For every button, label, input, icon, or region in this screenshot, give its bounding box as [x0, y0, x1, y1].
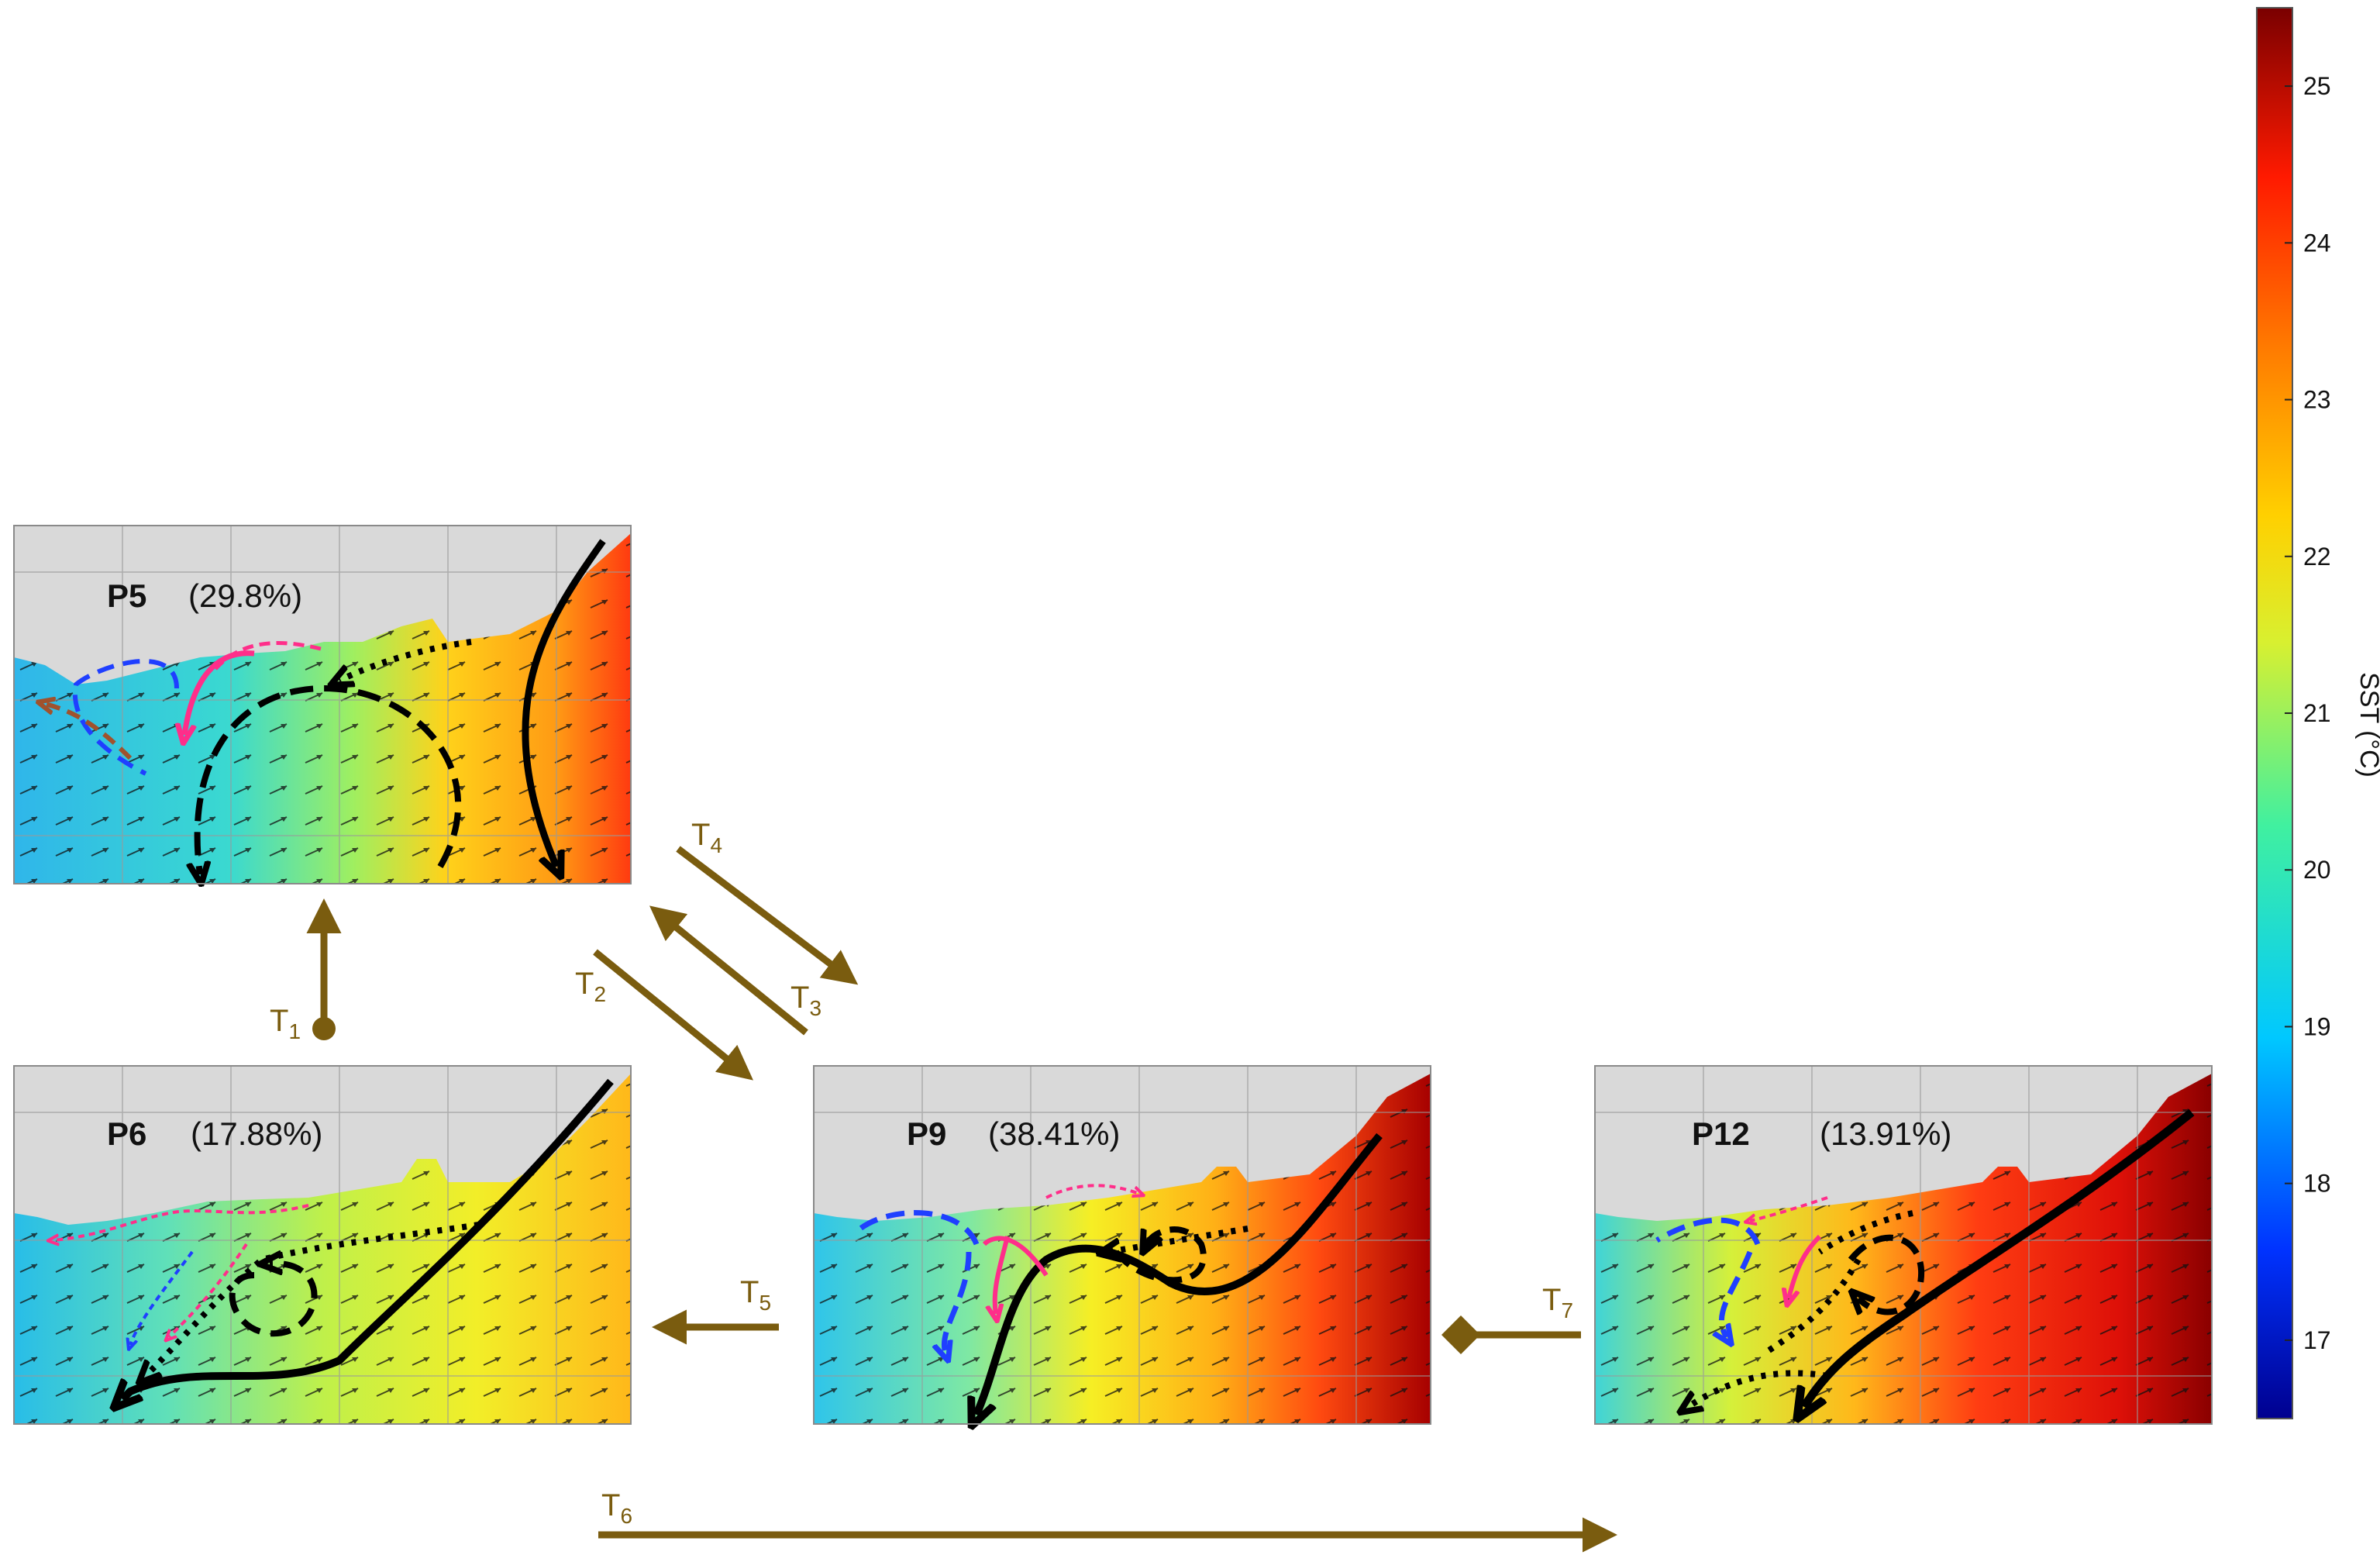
colorbar-ticks: 17 18 19 20 21 22 23 24 25: [2285, 72, 2331, 1354]
panel-frame: [813, 1065, 1431, 1425]
current-pink-dotted-2: [169, 1243, 248, 1337]
colorbar-label: SST (°C): [2354, 672, 2380, 778]
current-pink: [184, 650, 255, 735]
label-t7: T7: [1542, 1283, 1573, 1322]
transition-t4: T4: [676, 818, 859, 985]
land-mask: [14, 526, 631, 684]
current-dotted-black: [1688, 1210, 1913, 1407]
transition-t5: T5: [652, 1275, 779, 1345]
panel-frame: [13, 525, 632, 884]
panel-p9: P9 (38.41%): [813, 1065, 1431, 1425]
panel-label: P6: [107, 1115, 146, 1152]
transition-t6: T6: [598, 1488, 1617, 1553]
land-mask: [14, 1066, 631, 1225]
label-t6: T6: [601, 1488, 632, 1528]
current-blue-dotted: [130, 1250, 194, 1345]
current-pink-dashed: [214, 641, 325, 671]
current-dashed-black-eddy: [1113, 1226, 1207, 1284]
current-pink-dotted: [53, 1204, 309, 1240]
current-dashed-black-eddy: [198, 684, 462, 874]
current-pink: [1789, 1234, 1822, 1298]
colorbar-tick-label: 23: [2303, 386, 2331, 414]
panel-label: P12: [1692, 1115, 1750, 1152]
colorbar-tick-label: 20: [2303, 856, 2331, 884]
current-dashed-blue: [1655, 1217, 1761, 1337]
transition-t3: T3: [649, 905, 821, 1036]
current-solid-black: [522, 539, 606, 867]
current-pink-dotted: [1750, 1196, 1828, 1221]
transition-t1: T1: [270, 898, 342, 1043]
arrow-t4: [676, 846, 859, 985]
current-paths: [45, 539, 606, 874]
panel-percent: (13.91%): [1820, 1115, 1951, 1152]
arrow-t3: [649, 905, 808, 1036]
grid-lines: [14, 526, 631, 884]
label-t4: T4: [691, 818, 722, 857]
current-brown-dashed: [45, 704, 133, 760]
label-t3: T3: [790, 981, 821, 1020]
current-pink: [982, 1236, 1049, 1314]
transition-t7: T7: [1441, 1283, 1581, 1354]
current-dotted-black: [339, 639, 472, 681]
current-paths: [1655, 1108, 2195, 1407]
panel-percent: (17.88%): [191, 1115, 322, 1152]
current-dotted-black: [1108, 1226, 1249, 1252]
current-dashed-blue: [858, 1210, 980, 1353]
colorbar-tick-label: 25: [2303, 72, 2331, 100]
panel-p6: P6 (17.88%): [13, 1065, 632, 1425]
current-dashed-black-eddy: [229, 1264, 318, 1337]
land-mask: [1595, 1066, 2212, 1221]
current-paths: [858, 1133, 1383, 1415]
current-solid-black: [1804, 1108, 2195, 1407]
panel-frame: [1594, 1065, 2213, 1425]
diamond-marker: [1441, 1315, 1480, 1354]
panel-frame: [13, 1065, 632, 1425]
label-t2: T2: [575, 967, 606, 1006]
colorbar-tick-label: 17: [2303, 1326, 2331, 1354]
land-mask: [814, 1066, 1431, 1221]
panel-label: P9: [907, 1115, 946, 1152]
colorbar-tick-label: 24: [2303, 229, 2331, 257]
current-dashed-black-eddy: [1851, 1234, 1925, 1312]
colorbar-tick-label: 19: [2303, 1012, 2331, 1040]
panel-p5: P5 (29.8%): [13, 525, 632, 884]
current-paths: [53, 1078, 614, 1399]
label-t1: T1: [270, 1004, 301, 1043]
panel-percent: (29.8%): [188, 578, 302, 614]
circle-marker: [312, 1017, 336, 1040]
panel-p12: P12 (13.91%): [1594, 1065, 2213, 1425]
current-pink-dotted: [1045, 1184, 1139, 1199]
arrow-t2: [593, 949, 753, 1081]
colorbar-tick-label: 18: [2303, 1170, 2331, 1198]
transition-t2: T2: [575, 949, 753, 1081]
transition-arrows: T1 T2 T3 T4 T5 T6 T7: [270, 818, 1617, 1553]
panel-label: P5: [107, 578, 146, 614]
panel-percent: (38.41%): [988, 1115, 1120, 1152]
colorbar-tick-label: 22: [2303, 543, 2331, 571]
colorbar-tick-label: 21: [2303, 699, 2331, 727]
current-dashed-blue: [72, 659, 179, 776]
label-t5: T5: [740, 1275, 771, 1315]
colorbar: 17 18 19 20 21 22 23 24 25 SST (°C): [2256, 7, 2380, 1419]
current-solid-black: [122, 1078, 614, 1399]
